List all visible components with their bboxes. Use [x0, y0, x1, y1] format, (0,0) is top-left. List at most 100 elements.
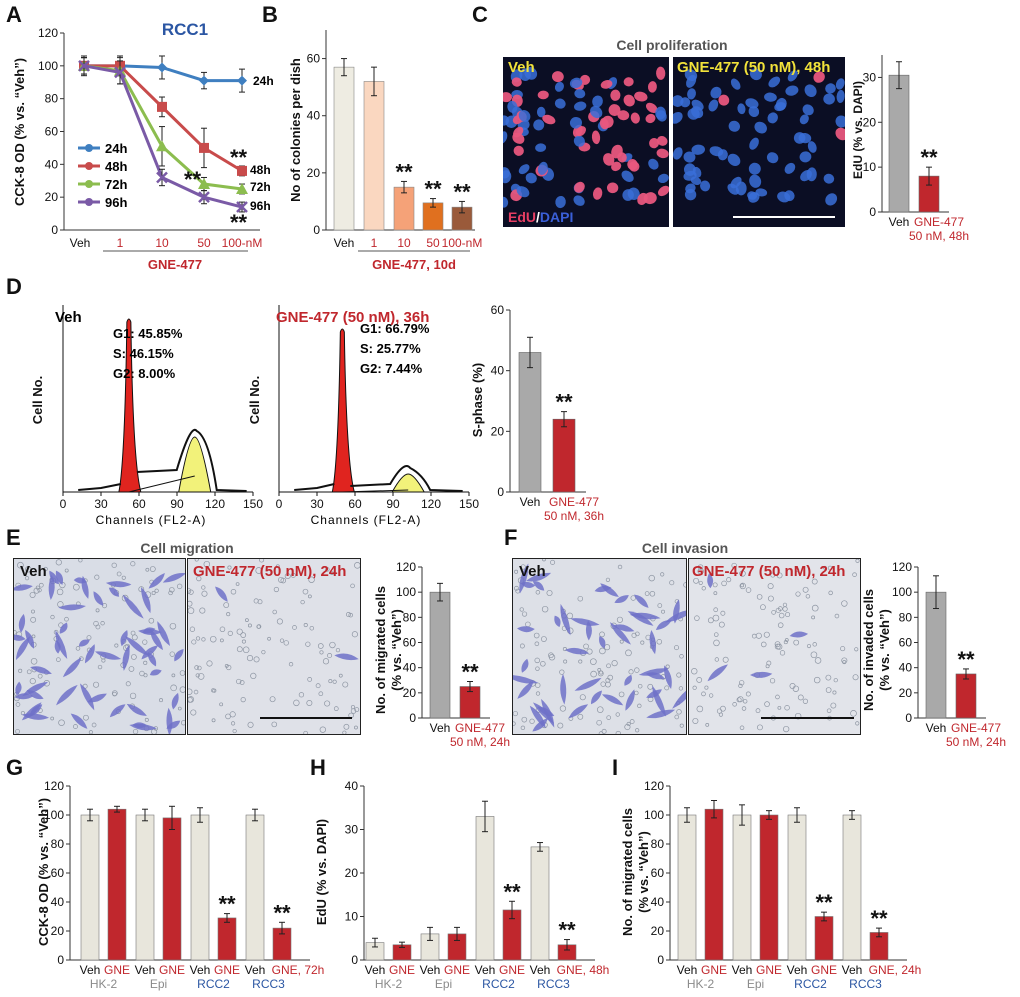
membrane-pore: [211, 718, 216, 723]
stained-cell: [517, 680, 534, 699]
membrane-pore: [211, 688, 216, 693]
membrane-pore: [142, 639, 148, 645]
membrane-pore: [15, 729, 20, 734]
membrane-pore: [739, 570, 746, 577]
membrane-pore: [722, 656, 729, 663]
membrane-pore: [227, 630, 233, 636]
membrane-pore: [774, 641, 781, 648]
cell-nucleus: [617, 110, 630, 121]
panel-d-veh-hist-envelope: [78, 428, 247, 492]
panel-b-x-label: 50: [426, 236, 440, 250]
cell-nucleus: [533, 119, 545, 131]
membrane-pore: [541, 605, 549, 613]
membrane-pore: [230, 588, 237, 595]
panel-f-ylabel-1: No. of invaded cells: [861, 589, 876, 711]
panel-h-significance: **: [558, 918, 576, 943]
membrane-pore: [242, 646, 250, 654]
panel-b-x-label: Veh: [334, 236, 355, 250]
stained-cell: [147, 652, 157, 667]
panel-a-point-72h: [198, 178, 210, 190]
membrane-pore: [548, 652, 554, 659]
stained-cell: [532, 718, 548, 732]
panel-a-y-tick-label: 40: [45, 157, 59, 171]
membrane-pore: [841, 657, 848, 664]
membrane-pore: [731, 562, 737, 569]
membrane-pore: [562, 647, 567, 652]
stained-cell: [560, 603, 571, 636]
panel-g-y-tick-label: 100: [44, 808, 64, 822]
membrane-pore: [852, 674, 859, 681]
membrane-pore: [35, 585, 40, 590]
membrane-pore: [303, 730, 308, 734]
membrane-pore: [276, 618, 283, 625]
membrane-pore: [806, 643, 812, 649]
membrane-pore: [93, 681, 100, 688]
cell-nucleus: [601, 115, 614, 129]
panel-a-legend-marker: [85, 180, 93, 188]
cell-nucleus: [823, 173, 835, 184]
panel-g-bar-Veh: [190, 814, 210, 961]
membrane-pore: [705, 723, 710, 727]
membrane-pore: [637, 683, 643, 689]
membrane-pore: [129, 692, 137, 700]
panel-i-bar-GNE: [704, 808, 724, 961]
panel-i-group-label: HK-2: [687, 977, 715, 991]
panel-d-y-tick-label: 60: [491, 303, 505, 317]
membrane-pore: [649, 590, 656, 597]
panel-a-y-tick-label: 20: [45, 190, 59, 204]
membrane-pore: [246, 655, 254, 662]
membrane-pore: [823, 565, 827, 570]
panel-d-veh-s: S: 46.15%: [113, 346, 174, 361]
stained-cell: [537, 706, 555, 717]
panel-i-bar-GNE: [814, 916, 834, 961]
cell-nucleus: [730, 78, 741, 90]
stain-edu: EdU: [508, 209, 536, 225]
membrane-pore: [18, 668, 23, 673]
cell-nucleus: [649, 138, 660, 149]
membrane-pore: [236, 646, 243, 653]
panel-b-y-tick-label: 20: [307, 166, 321, 180]
panel-g-x-label: GNE: [104, 963, 130, 977]
cell-nucleus: [749, 137, 759, 150]
membrane-pore: [756, 594, 763, 600]
cell-nucleus: [745, 98, 759, 109]
membrane-pore: [533, 632, 540, 639]
membrane-pore: [834, 613, 840, 619]
cell-nucleus: [657, 173, 669, 184]
membrane-pore: [814, 657, 822, 664]
panel-letter-h: H: [310, 755, 326, 780]
membrane-pore: [308, 576, 315, 583]
panel-e-veh-label: Veh: [20, 563, 47, 580]
membrane-pore: [628, 669, 634, 675]
panel-c-y-tick-label: 0: [869, 205, 876, 219]
cell-nucleus: [503, 131, 508, 144]
cell-nucleus: [537, 161, 548, 175]
membrane-pore: [188, 589, 194, 595]
panel-e-y-tick-label: 100: [396, 585, 416, 599]
membrane-pore: [50, 716, 55, 721]
panel-e-y-tick-label: 60: [403, 636, 417, 650]
membrane-pore: [774, 643, 781, 650]
cell-nucleus: [680, 97, 691, 108]
membrane-pore: [776, 572, 783, 579]
stained-cell: [672, 684, 686, 709]
membrane-pore: [793, 639, 800, 646]
treated-nuclei-image: [673, 68, 845, 206]
panel-d-bar: [518, 352, 542, 493]
panel-e-micrograph-treat: GNE-477 (50 nM), 24h: [187, 558, 361, 735]
membrane-pore: [350, 705, 356, 710]
membrane-pore: [319, 726, 327, 733]
panel-f-x-label-treat: GNE-477: [951, 721, 1001, 735]
panel-e-x-label-veh: Veh: [430, 721, 451, 735]
panel-i-x-label: GNE: [701, 963, 727, 977]
cell-nucleus: [825, 83, 836, 94]
stained-cell: [649, 629, 656, 655]
cell-nucleus: [647, 81, 657, 93]
membrane-pore: [346, 612, 351, 617]
cell-nucleus: [686, 74, 697, 88]
panel-b-plot: 0 20 40 60 ** ** ** Veh 1 10 50 100-nM: [307, 30, 482, 250]
membrane-pore: [17, 561, 24, 569]
panel-i-x-label: Veh: [677, 963, 698, 977]
